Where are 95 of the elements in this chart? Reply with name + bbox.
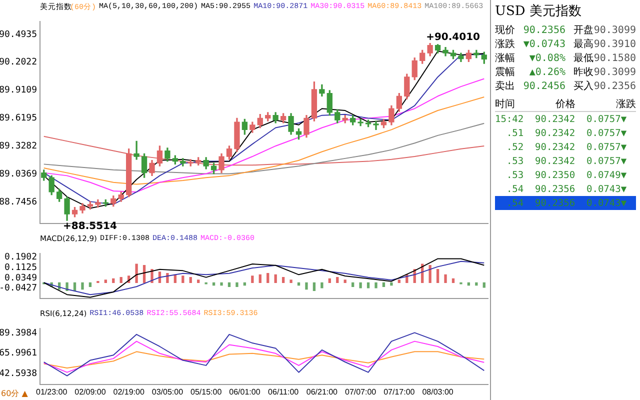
text: 90.1580 — [594, 52, 636, 64]
x-tick-label: 03/05:00 — [152, 387, 184, 396]
text: USD 美元指数 — [495, 3, 582, 20]
y-tick-label: 0.1902 — [4, 252, 37, 263]
text: 15:42 90.2342 0.0757▼ — [495, 114, 627, 124]
y-tick-label: 90.4935 — [0, 30, 37, 40]
bar — [258, 274, 262, 283]
bar — [336, 277, 339, 283]
text: .54 90.2356 0.0743▼ — [506, 198, 627, 208]
bar — [436, 269, 440, 283]
text: ▼0.08% — [528, 52, 566, 64]
bar — [290, 280, 292, 283]
bar — [197, 280, 200, 283]
text: 90.2456 — [523, 80, 566, 92]
bar — [189, 277, 192, 283]
text: 90.3099 — [594, 24, 636, 36]
text: .51 90.2342 0.0757▼ — [506, 128, 627, 138]
x-tick-label: 07/07:00 — [344, 387, 377, 396]
x-tick-label: 06/11:00 — [268, 387, 300, 396]
y-tick-label: 89.3282 — [0, 141, 37, 152]
bar — [344, 280, 346, 283]
text: .53 90.2342 0.0757▼ — [506, 156, 627, 166]
bar — [120, 277, 122, 283]
bar — [482, 282, 486, 288]
x-tick-label: 05/15:00 — [190, 387, 222, 396]
bar — [390, 282, 393, 286]
text: 最高 — [572, 38, 594, 51]
y-tick-label: 0.0349 — [4, 273, 37, 284]
bar — [282, 277, 285, 283]
x-tick-label: 02/19:00 — [113, 387, 145, 396]
text: 90.2356 — [523, 24, 566, 36]
text: 昨收 — [572, 66, 594, 79]
annotation: +90.4010 — [426, 32, 480, 43]
bar — [320, 282, 324, 288]
text: 震幅 — [495, 66, 516, 79]
bar — [305, 282, 308, 290]
y-tick-label: 89.3984 — [0, 328, 37, 339]
y-tick-label: 89.9109 — [0, 86, 37, 96]
bar — [359, 282, 362, 288]
text: 买入 — [572, 80, 594, 93]
text: 涨跌 — [495, 38, 516, 51]
bar — [382, 282, 386, 287]
text: 现价 — [495, 24, 516, 37]
bar — [166, 273, 169, 283]
x-tick-label: 07/17:00 — [384, 387, 416, 396]
x-tick-label: 08/03:00 — [422, 387, 454, 396]
y-tick-label: -0.0427 — [0, 284, 37, 294]
bar — [266, 273, 270, 283]
text: 90.3910 — [594, 38, 636, 50]
annotation: +88.5514 — [63, 221, 117, 232]
text: 90.2356 — [594, 80, 636, 92]
text: ▲0.26% — [528, 66, 566, 78]
text: 最低 — [572, 52, 594, 65]
text: ▼0.0743 — [523, 38, 566, 50]
y-tick-label: 89.6195 — [0, 114, 37, 124]
bar — [228, 282, 231, 287]
x-tick-label: 06/21:00 — [306, 387, 338, 396]
bar — [444, 274, 447, 283]
bar — [81, 282, 84, 290]
bar — [452, 278, 455, 283]
text: 开盘 — [572, 24, 594, 37]
y-tick-label: 90.2022 — [0, 58, 37, 68]
bar — [398, 280, 401, 283]
text: 时间 — [495, 98, 516, 111]
bar — [88, 282, 92, 287]
bar — [312, 282, 316, 291]
text: .53 90.2350 0.0749▼ — [506, 170, 627, 180]
x-tick-label: 02/09:00 — [74, 387, 106, 396]
text: 涨幅 — [495, 52, 516, 65]
bar — [251, 276, 254, 283]
text: 90.3099 — [594, 66, 636, 78]
bar — [428, 265, 432, 283]
bar — [366, 282, 370, 288]
y-tick-label: 65.9961 — [0, 348, 37, 359]
bar — [135, 264, 138, 283]
bar — [274, 274, 277, 283]
bar — [220, 282, 223, 286]
bar — [236, 282, 238, 287]
text: .52 90.2342 0.0757▼ — [506, 142, 627, 152]
bar — [352, 282, 354, 287]
text: 价格 — [554, 98, 576, 111]
y-tick-label: 89.0369 — [0, 169, 37, 180]
text: 涨跌 — [615, 98, 636, 111]
bar — [104, 280, 107, 283]
text: .54 90.2356 0.0743▼ — [506, 184, 627, 194]
text: 60分 ▲ — [1, 388, 28, 399]
y-tick-label: 88.7456 — [0, 197, 37, 208]
bar — [374, 282, 378, 288]
text: 卖出 — [495, 80, 516, 93]
bar — [112, 278, 115, 283]
bar — [328, 278, 331, 283]
x-tick-label: 01/23:00 — [36, 387, 68, 396]
y-tick-label: 0.1125 — [4, 263, 37, 274]
bar — [182, 276, 184, 283]
x-tick-label: 06/01:00 — [229, 387, 261, 396]
